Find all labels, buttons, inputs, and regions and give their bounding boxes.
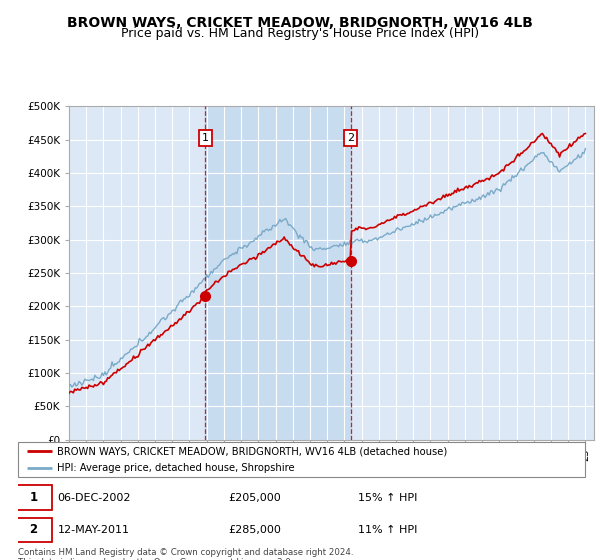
Text: 12-MAY-2011: 12-MAY-2011 [58, 525, 130, 535]
Text: BROWN WAYS, CRICKET MEADOW, BRIDGNORTH, WV16 4LB (detached house): BROWN WAYS, CRICKET MEADOW, BRIDGNORTH, … [56, 446, 447, 456]
FancyBboxPatch shape [18, 442, 585, 477]
Text: HPI: Average price, detached house, Shropshire: HPI: Average price, detached house, Shro… [56, 464, 294, 473]
Text: 1: 1 [202, 133, 209, 143]
Text: 2: 2 [347, 133, 355, 143]
Text: 11% ↑ HPI: 11% ↑ HPI [358, 525, 418, 535]
Text: 15% ↑ HPI: 15% ↑ HPI [358, 493, 418, 503]
Bar [205, 106, 351, 440]
Text: 2: 2 [29, 524, 38, 536]
FancyBboxPatch shape [15, 486, 52, 510]
Text: 06-DEC-2002: 06-DEC-2002 [58, 493, 131, 503]
Text: Contains HM Land Registry data © Crown copyright and database right 2024.
This d: Contains HM Land Registry data © Crown c… [18, 548, 353, 560]
FancyBboxPatch shape [15, 517, 52, 542]
Text: £285,000: £285,000 [228, 525, 281, 535]
Text: 1: 1 [29, 491, 38, 504]
Text: BROWN WAYS, CRICKET MEADOW, BRIDGNORTH, WV16 4LB: BROWN WAYS, CRICKET MEADOW, BRIDGNORTH, … [67, 16, 533, 30]
Text: Price paid vs. HM Land Registry's House Price Index (HPI): Price paid vs. HM Land Registry's House … [121, 27, 479, 40]
Text: £205,000: £205,000 [228, 493, 281, 503]
